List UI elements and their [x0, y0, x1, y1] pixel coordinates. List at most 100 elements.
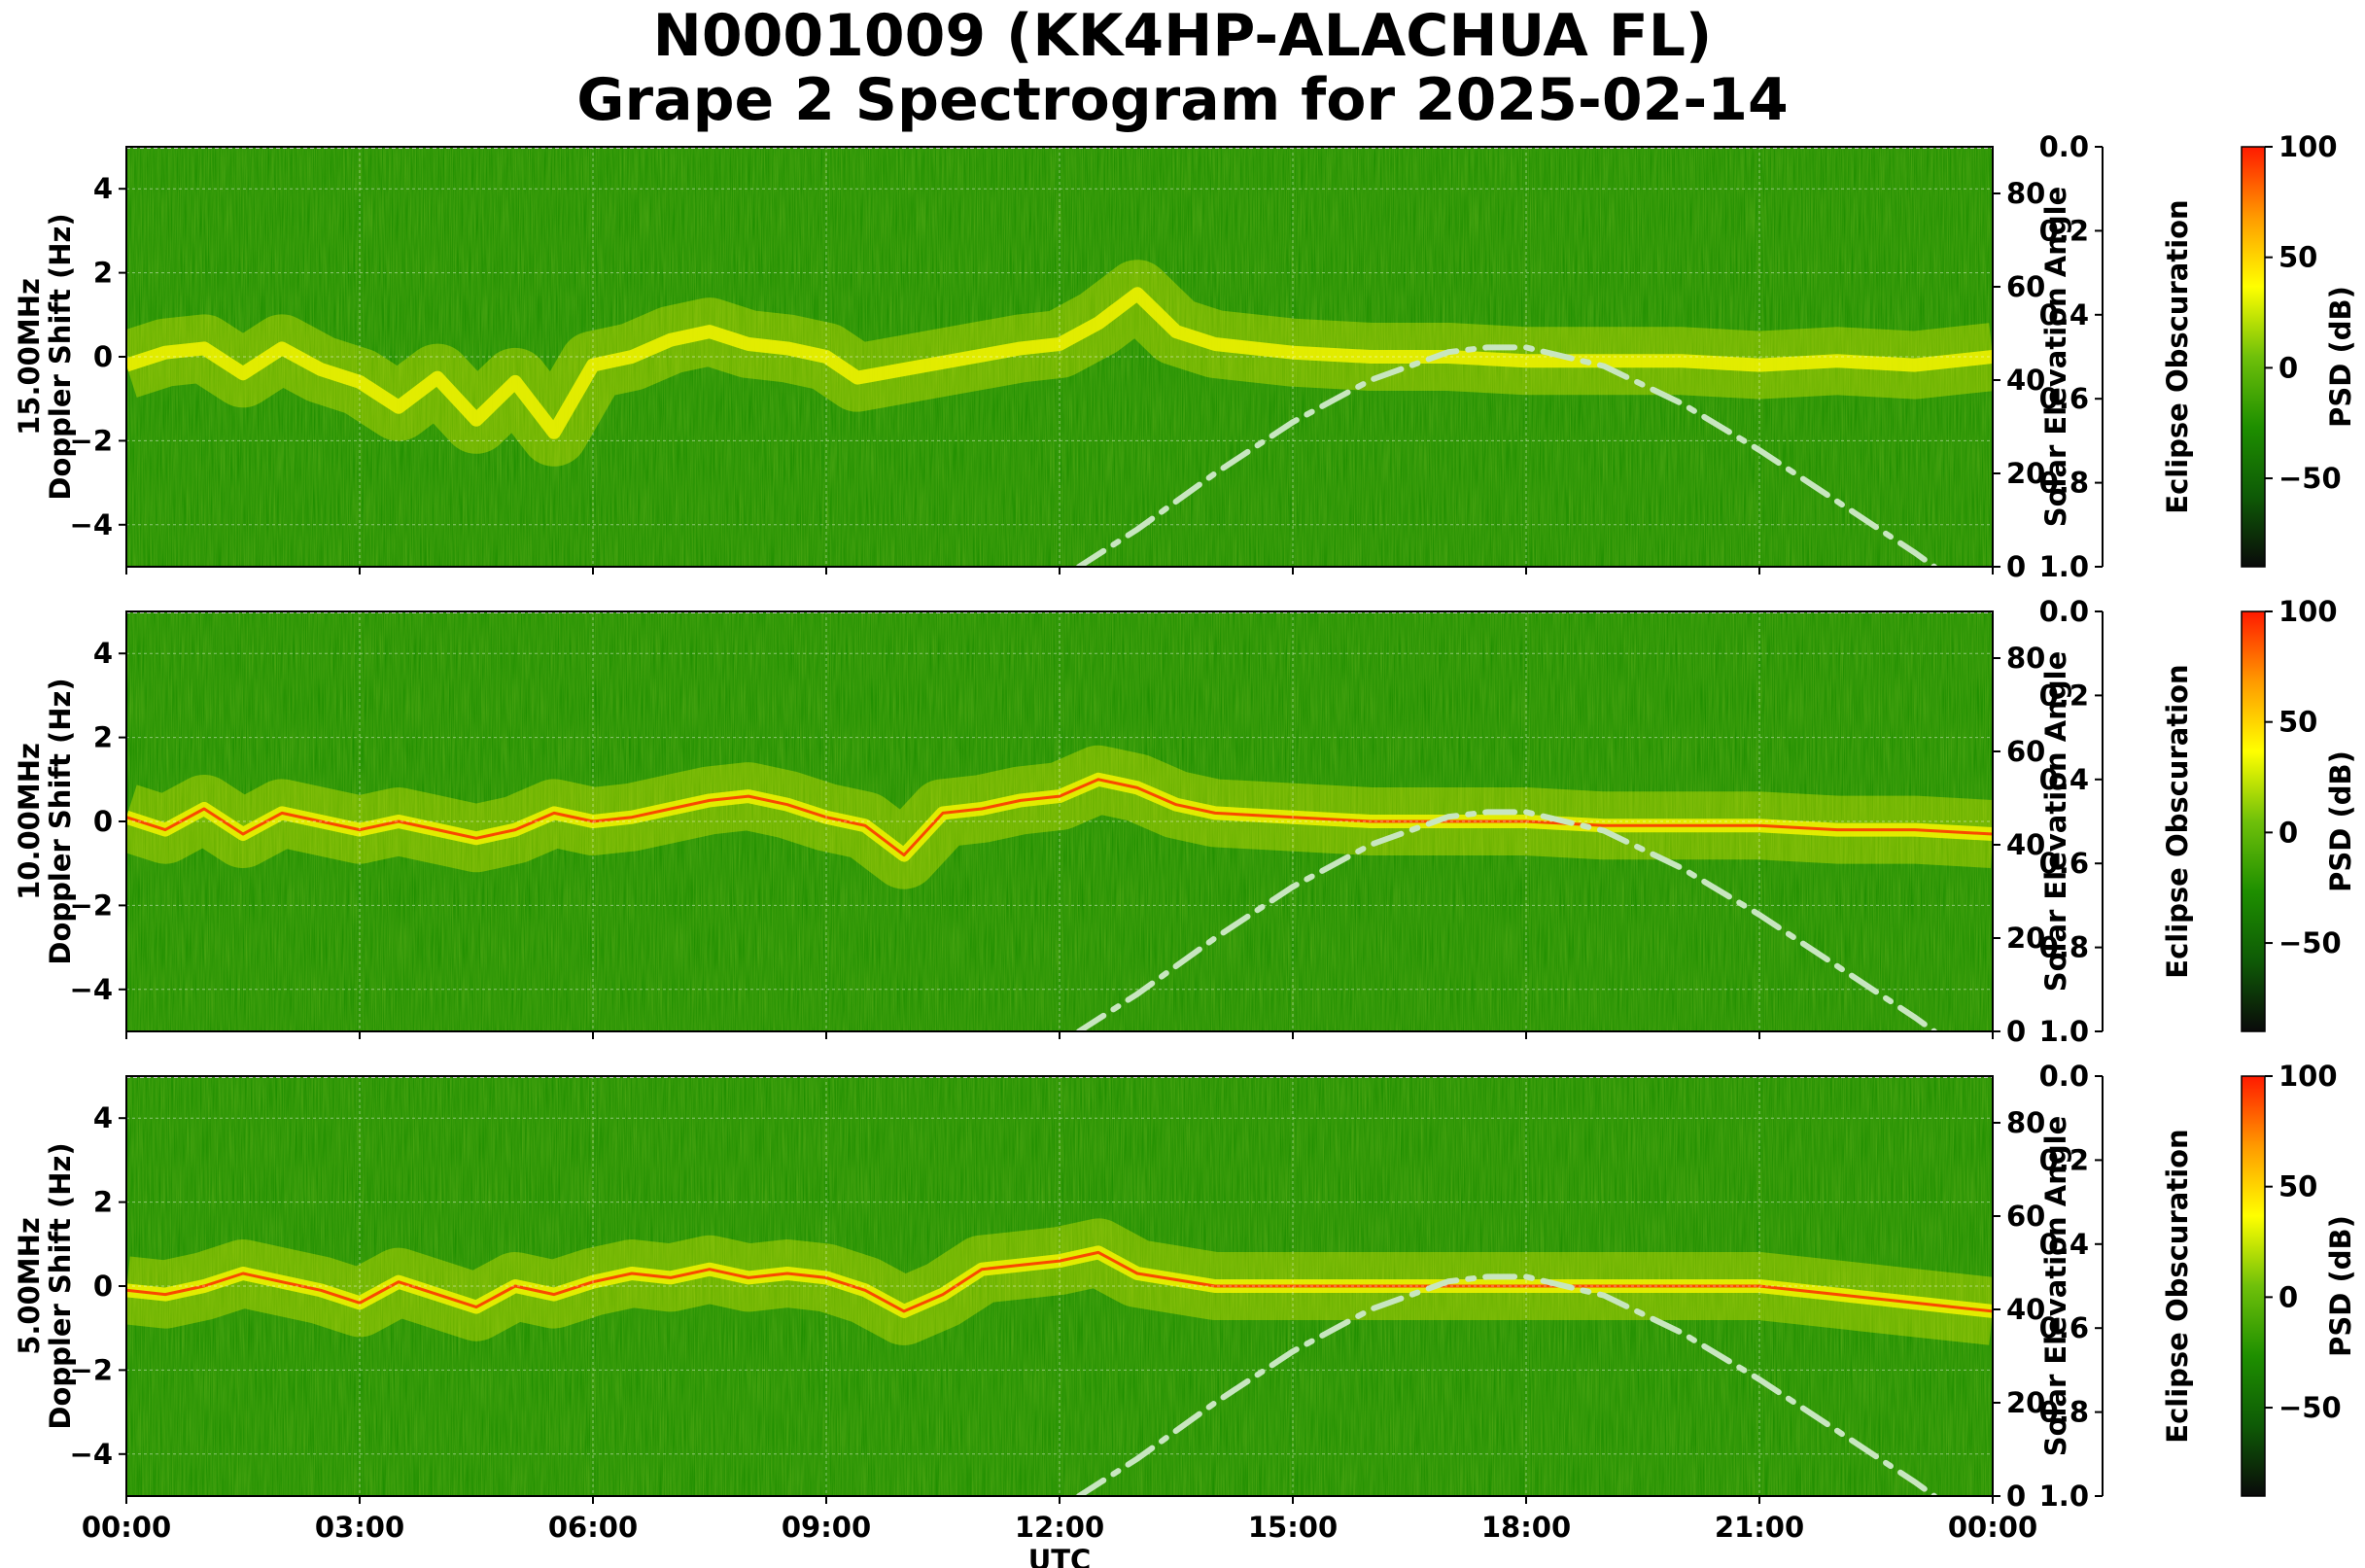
solar-axis-label: Solar Elevation Angle [2039, 187, 2072, 528]
colorbar-frame [2241, 1075, 2266, 1497]
colorbar-label: PSD (dB) [2324, 1215, 2357, 1357]
solar-tick-label: 80 [2006, 642, 2045, 675]
y-tick-label: 2 [93, 257, 113, 290]
y-tick-label: −4 [70, 1438, 113, 1471]
eclipse-tick-label: 0.0 [2039, 130, 2089, 163]
x-tick-label: 21:00 [1715, 1511, 1804, 1544]
solar-elevation-curve [1076, 809, 1937, 1031]
colorbar-tick-label: 0 [2278, 1280, 2298, 1313]
solar-tick-label: 20 [2006, 922, 2045, 955]
y-tick-label: 4 [93, 1101, 113, 1134]
x-tick-label: 18:00 [1481, 1511, 1571, 1544]
eclipse-axis-label: Eclipse Obscuration [2161, 1129, 2194, 1443]
y-tick-label: −2 [70, 1353, 113, 1386]
y-tick-label: −4 [70, 973, 113, 1006]
y-tick-label: −4 [70, 508, 113, 541]
solar-tick-label: 60 [2006, 270, 2045, 303]
colorbar-tick-label: −50 [2278, 462, 2342, 495]
colorbar-tick-label: 50 [2278, 1170, 2317, 1203]
solar-tick-label: 40 [2006, 364, 2045, 397]
x-tick-label: 15:00 [1248, 1511, 1338, 1544]
colorbar-gradient [2242, 147, 2265, 567]
solar-elevation-curve [1076, 1273, 1937, 1496]
colorbar-tick-label: 50 [2278, 706, 2317, 739]
colorbar-gradient [2242, 1076, 2265, 1496]
solar-axis-label: Solar Elevation Angle [2039, 651, 2072, 993]
y-tick-label: 0 [93, 1270, 113, 1303]
solar-tick-label: 60 [2006, 735, 2045, 768]
eclipse-tick-label: 0.6 [2039, 1311, 2089, 1344]
colorbar-label: PSD (dB) [2324, 750, 2357, 892]
solar-tick-label: 0 [2006, 550, 2026, 583]
colorbar-tick-label: 100 [2278, 1060, 2338, 1093]
y-tick-label: −2 [70, 889, 113, 922]
solar-tick-label: 80 [2006, 1106, 2045, 1139]
colorbar-gradient [2242, 611, 2265, 1031]
eclipse-tick-label: 0.8 [2039, 467, 2089, 500]
y-tick-label: 2 [93, 1186, 113, 1219]
y-axis-label: Doppler Shift (Hz) [44, 1142, 77, 1429]
eclipse-tick-label: 0.2 [2039, 214, 2089, 247]
eclipse-tick-label: 1.0 [2039, 1480, 2089, 1513]
solar-elevation-curve [1076, 344, 1937, 567]
x-tick-label: 09:00 [782, 1511, 871, 1544]
solar-tick-label: 0 [2006, 1480, 2026, 1513]
y-tick-label: 0 [93, 805, 113, 838]
eclipse-tick-label: 1.0 [2039, 1015, 2089, 1048]
colorbar-tick-label: 50 [2278, 241, 2317, 274]
solar-tick-label: 60 [2006, 1200, 2045, 1233]
eclipse-tick-label: 0.4 [2039, 298, 2089, 331]
colorbar-tick-label: 0 [2278, 351, 2298, 384]
eclipse-axis-label: Eclipse Obscuration [2161, 664, 2194, 978]
eclipse-tick-label: 0.0 [2039, 595, 2089, 628]
spectrogram-area [126, 611, 1993, 1031]
eclipse-tick-label: 0.2 [2039, 679, 2089, 712]
eclipse-tick-label: 0.6 [2039, 382, 2089, 415]
doppler-trace-core [126, 1250, 1993, 1313]
colorbar-label: PSD (dB) [2324, 286, 2357, 428]
figure-title-line-2: Grape 2 Spectrogram for 2025-02-14 [576, 66, 1789, 134]
colorbar-tick-label: −50 [2278, 926, 2342, 959]
x-tick-label: 00:00 [1948, 1511, 2037, 1544]
eclipse-tick-label: 0.4 [2039, 763, 2089, 796]
panel-frequency-label: 10.00MHz [13, 743, 46, 900]
x-tick-label: 06:00 [548, 1511, 638, 1544]
x-tick-label: 03:00 [315, 1511, 404, 1544]
x-tick-label: 12:00 [1015, 1511, 1104, 1544]
colorbar-tick-label: 0 [2278, 816, 2298, 849]
spectrogram-area [126, 147, 1993, 567]
eclipse-tick-label: 0.6 [2039, 847, 2089, 880]
spectrogram-area [126, 1076, 1993, 1496]
solar-tick-label: 20 [2006, 1386, 2045, 1419]
colorbar-tick-label: 100 [2278, 130, 2338, 163]
solar-axis-label: Solar Elevation Angle [2039, 1116, 2072, 1457]
eclipse-tick-label: 0.8 [2039, 1396, 2089, 1429]
solar-tick-label: 40 [2006, 828, 2045, 861]
y-tick-label: 4 [93, 172, 113, 205]
y-tick-label: 2 [93, 721, 113, 754]
solar-tick-label: 0 [2006, 1015, 2026, 1048]
x-tick-label: 00:00 [82, 1511, 171, 1544]
y-tick-label: 4 [93, 637, 113, 670]
doppler-trace [126, 287, 1993, 439]
doppler-trace-core [126, 778, 1993, 857]
colorbar-tick-label: 100 [2278, 595, 2338, 628]
eclipse-axis-label: Eclipse Obscuration [2161, 199, 2194, 513]
solar-tick-label: 40 [2006, 1293, 2045, 1326]
eclipse-tick-label: 0.4 [2039, 1228, 2089, 1261]
solar-tick-label: 80 [2006, 177, 2045, 210]
y-axis-label: Doppler Shift (Hz) [44, 213, 77, 500]
x-axis-label: UTC [1028, 1544, 1092, 1568]
colorbar-frame [2241, 610, 2266, 1032]
colorbar-tick-label: −50 [2278, 1391, 2342, 1424]
eclipse-tick-label: 0.2 [2039, 1143, 2089, 1176]
eclipse-tick-label: 0.0 [2039, 1060, 2089, 1093]
panel-frequency-label: 5.00MHz [13, 1217, 46, 1355]
solar-tick-label: 20 [2006, 457, 2045, 490]
eclipse-tick-label: 0.8 [2039, 931, 2089, 964]
